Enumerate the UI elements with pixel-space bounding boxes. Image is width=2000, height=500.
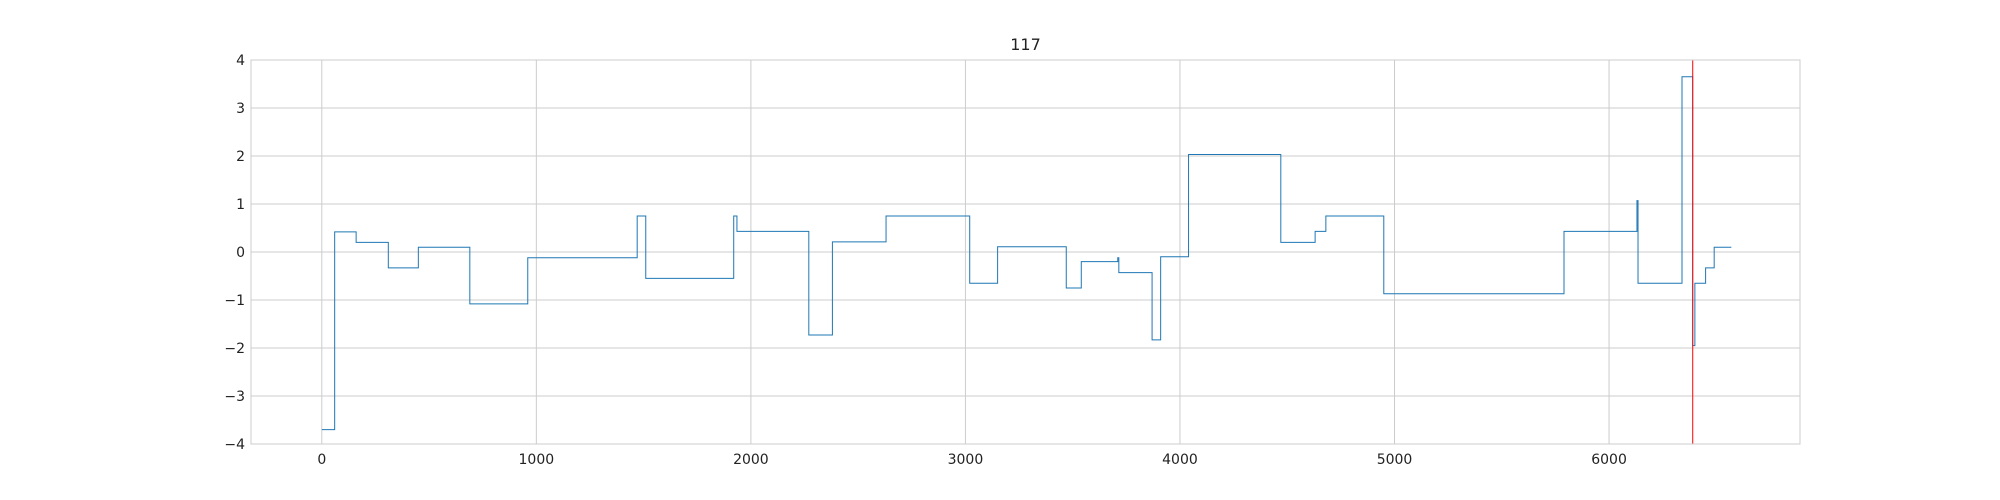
x-tick-label: 6000 — [1591, 452, 1627, 468]
series-line — [321, 76, 1732, 431]
x-tick-label: 1000 — [519, 452, 555, 468]
chart-title: 117 — [1010, 35, 1041, 54]
x-tick-label: 3000 — [948, 452, 984, 468]
y-tick-label: 2 — [236, 149, 245, 165]
x-axis-ticks: 0 1000 2000 3000 4000 5000 6000 — [317, 452, 1627, 468]
y-tick-label: −3 — [224, 389, 245, 405]
y-tick-label: 0 — [236, 245, 245, 261]
y-tick-label: −4 — [224, 437, 245, 453]
x-tick-label: 2000 — [733, 452, 769, 468]
y-tick-label: −1 — [224, 293, 245, 309]
y-tick-label: 1 — [236, 197, 245, 213]
plot-frame — [250, 59, 1801, 445]
y-tick-label: 3 — [236, 101, 245, 117]
x-tick-label: 0 — [317, 452, 326, 468]
y-tick-label: −2 — [224, 341, 245, 357]
x-tick-label: 4000 — [1162, 452, 1198, 468]
x-tick-label: 5000 — [1377, 452, 1413, 468]
y-tick-label: 4 — [236, 53, 245, 69]
grid — [251, 59, 1800, 445]
series-layer — [321, 76, 1732, 431]
y-axis-ticks: −4 −3 −2 −1 0 1 2 3 4 — [224, 53, 245, 453]
